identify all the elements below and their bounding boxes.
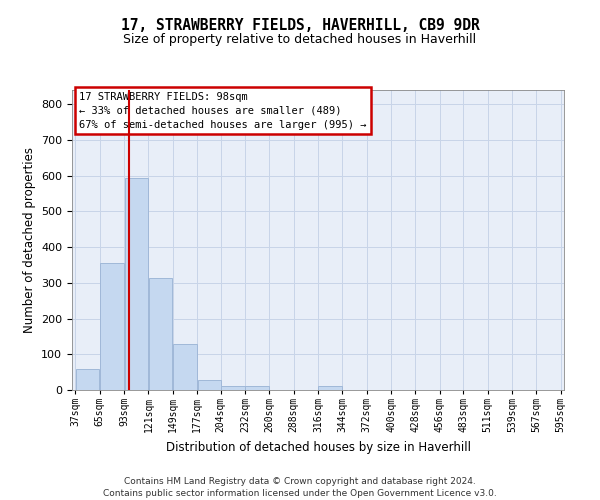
Text: Size of property relative to detached houses in Haverhill: Size of property relative to detached ho… [124,32,476,46]
Text: 17, STRAWBERRY FIELDS, HAVERHILL, CB9 9DR: 17, STRAWBERRY FIELDS, HAVERHILL, CB9 9D… [121,18,479,32]
Text: Contains HM Land Registry data © Crown copyright and database right 2024.
Contai: Contains HM Land Registry data © Crown c… [103,476,497,498]
Bar [149,278,172,390]
Text: 17 STRAWBERRY FIELDS: 98sqm
← 33% of detached houses are smaller (489)
67% of se: 17 STRAWBERRY FIELDS: 98sqm ← 33% of det… [79,92,367,130]
Bar [319,386,342,390]
Bar [197,380,221,390]
Bar [100,263,124,390]
Bar [125,178,148,390]
Y-axis label: Number of detached properties: Number of detached properties [23,147,35,333]
Bar [173,344,197,390]
X-axis label: Distribution of detached houses by size in Haverhill: Distribution of detached houses by size … [166,440,470,454]
Bar [245,386,269,390]
Bar [221,386,245,390]
Bar [76,368,100,390]
